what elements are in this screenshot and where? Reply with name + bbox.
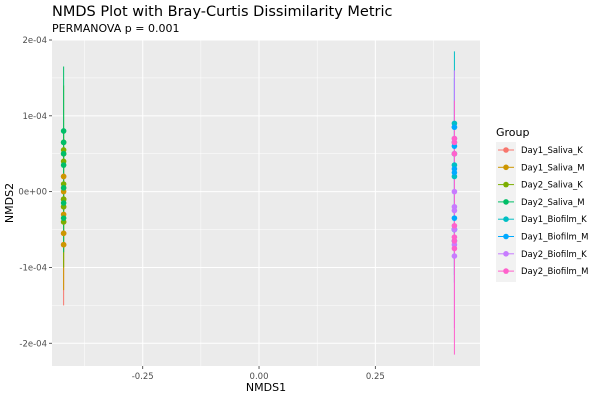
- data-point: [451, 253, 458, 259]
- legend-label: Day1_Biofilm_M: [521, 233, 588, 243]
- grid-major: [52, 39, 480, 366]
- y-tick-label: 1e-04: [22, 112, 47, 122]
- y-tick-label: 2e-04: [22, 36, 47, 46]
- data-point: [60, 241, 67, 248]
- data-point: [451, 245, 458, 252]
- legend-key-background: [496, 142, 516, 282]
- x-tick-label: -0.25: [132, 372, 154, 382]
- legend-key-point: [503, 216, 509, 222]
- legend: Group Day1_Saliva_K Day1_Saliva_M Day2_Sal…: [496, 126, 588, 282]
- y-tick-label: -1e-04: [19, 263, 47, 273]
- chart-subtitle: PERMANOVA p = 0.001: [52, 22, 179, 35]
- legend-key-point: [503, 233, 509, 240]
- legend-label: Day2_Biofilm_K: [521, 250, 587, 260]
- legend-label: Day2_Saliva_M: [521, 198, 585, 208]
- legend-key-point: [503, 181, 509, 188]
- data-point: [451, 203, 458, 210]
- legend-key-point: [503, 164, 509, 171]
- data-point: [60, 185, 67, 191]
- legend-label: Day1_Saliva_M: [521, 163, 585, 173]
- data-point: [451, 124, 458, 130]
- data-point: [60, 215, 67, 221]
- plot-panel: [52, 40, 480, 366]
- legend-label: Day1_Saliva_K: [521, 146, 583, 156]
- data-points: [60, 120, 458, 259]
- data-point: [451, 150, 458, 157]
- legend-key-point: [503, 147, 509, 153]
- legend-key-point: [503, 251, 509, 257]
- y-tick-label: 0e+00: [18, 188, 47, 198]
- grid-minor: [52, 40, 480, 366]
- data-point: [60, 150, 67, 157]
- data-point: [451, 135, 458, 142]
- legend-key-point: [503, 268, 509, 274]
- x-axis-title: NMDS1: [246, 381, 286, 394]
- data-point: [60, 230, 67, 237]
- legend-label: Day2_Biofilm_M: [521, 267, 588, 277]
- data-point: [451, 166, 458, 172]
- legend-label: Day1_Biofilm_K: [521, 215, 587, 225]
- data-point: [451, 222, 458, 229]
- legend-label: Day2_Saliva_K: [521, 181, 583, 191]
- data-point: [60, 200, 67, 206]
- y-axis-ticks: -2e-04 -1e-04 0e+00 1e-04 2e-04: [18, 36, 52, 349]
- x-tick-label: 0.25: [366, 372, 385, 382]
- data-point: [60, 173, 67, 180]
- data-point: [451, 188, 458, 195]
- legend-key-point: [503, 199, 509, 205]
- data-point: [60, 139, 67, 146]
- x-tick-label: 0.00: [250, 372, 269, 382]
- x-axis-ticks: -0.25 0.00 0.25: [132, 366, 385, 382]
- y-tick-label: -2e-04: [19, 339, 47, 349]
- chart-title: NMDS Plot with Bray-Curtis Dissimilarity…: [52, 4, 393, 20]
- y-axis-title: NMDS2: [3, 183, 16, 223]
- data-point: [451, 238, 458, 244]
- legend-title: Group: [496, 126, 530, 139]
- data-point: [60, 162, 67, 168]
- data-point: [451, 215, 458, 221]
- data-point: [60, 128, 67, 134]
